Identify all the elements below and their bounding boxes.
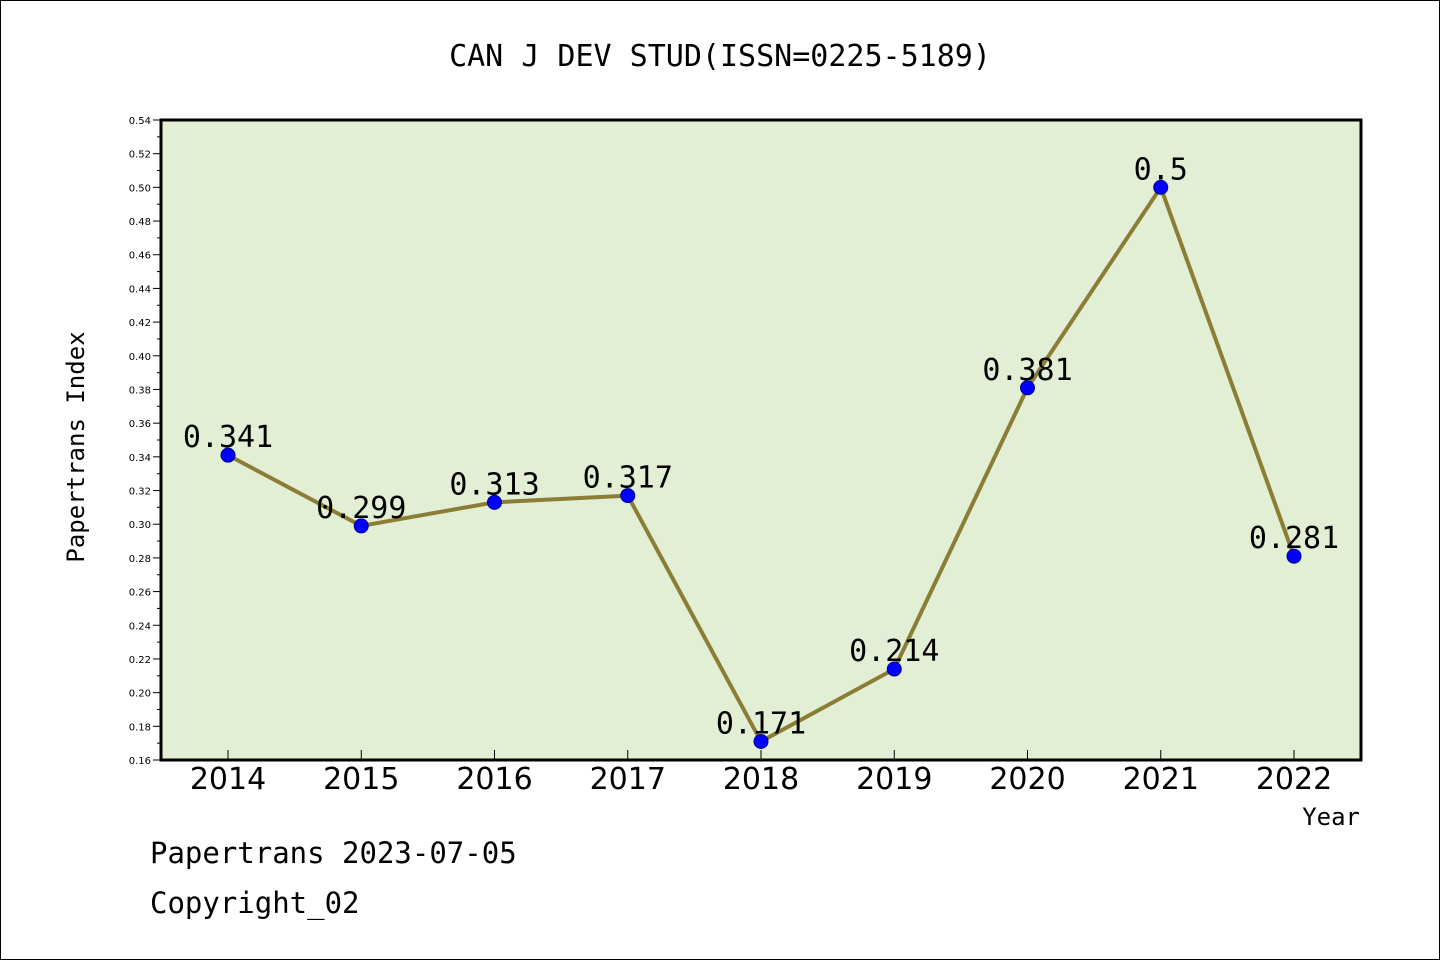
y-tick-label: 0.18 — [129, 722, 151, 733]
plot-area — [159, 118, 1363, 762]
x-tick-label: 2017 — [590, 762, 666, 797]
footer-date: Papertrans 2023-07-05 — [150, 836, 517, 870]
x-tick-label: 2016 — [456, 762, 532, 797]
data-point — [353, 518, 369, 534]
x-tick-label: 2015 — [323, 762, 399, 797]
y-tick-label: 0.26 — [129, 588, 151, 599]
y-tick-label: 0.40 — [129, 352, 151, 363]
y-tick-label: 0.34 — [129, 453, 151, 464]
data-label: 0.5 — [1134, 152, 1188, 187]
data-point — [220, 447, 236, 463]
y-tick-label: 0.48 — [129, 217, 151, 228]
y-tick-label: 0.46 — [129, 251, 151, 262]
y-axis-label: Papertrans Index — [62, 331, 90, 562]
y-tick-label: 0.44 — [129, 284, 151, 295]
y-tick-label: 0.30 — [129, 520, 151, 531]
data-label: 0.313 — [449, 467, 539, 502]
x-tick-label: 2020 — [989, 762, 1065, 797]
footer-copyright: Copyright_02 — [150, 886, 360, 920]
y-tick-label: 0.42 — [129, 318, 151, 329]
data-point — [1286, 548, 1302, 564]
data-point — [1020, 380, 1035, 396]
y-tick-label: 0.22 — [129, 655, 151, 666]
y-tick-label: 0.28 — [129, 554, 151, 565]
y-axis: 0.16 0.18 0.20 0.22 0.24 0.26 0.28 0.30 0.32 0.34… — [129, 116, 161, 767]
x-tick-label: 2022 — [1256, 762, 1332, 797]
y-tick-label: 0.52 — [129, 150, 151, 161]
x-tick-label: 2019 — [856, 762, 932, 797]
data-point — [886, 661, 902, 677]
y-tick-label: 0.16 — [129, 756, 151, 767]
y-tick-label: 0.36 — [129, 419, 151, 430]
y-tick-label: 0.50 — [129, 183, 151, 194]
data-point — [620, 488, 636, 504]
data-point — [487, 494, 502, 510]
data-label: 0.281 — [1249, 521, 1339, 556]
chart-title: CAN J DEV STUD(ISSN=0225-5189) — [449, 39, 991, 74]
data-label: 0.317 — [583, 461, 673, 496]
x-tick-label: 2018 — [723, 762, 799, 797]
x-axis-label: Year — [1302, 803, 1360, 831]
y-tick-label: 0.20 — [129, 689, 151, 700]
data-label: 0.214 — [849, 634, 939, 669]
data-point — [753, 733, 769, 749]
y-tick-label: 0.54 — [129, 116, 151, 127]
y-tick-label: 0.32 — [129, 487, 151, 498]
y-tick-label: 0.24 — [129, 621, 151, 632]
data-label: 0.341 — [183, 420, 273, 455]
series-line-group: 0.341 0.299 0.313 0.317 0.171 0.214 0.381 0.5 0.… — [183, 152, 1339, 749]
y-tick-label: 0.38 — [129, 385, 151, 396]
data-label: 0.381 — [982, 353, 1072, 388]
data-point — [1153, 179, 1169, 195]
x-tick-label: 2014 — [190, 762, 266, 797]
x-tick-label: 2021 — [1123, 762, 1199, 797]
x-axis: 2014 2015 2016 2017 2018 2019 2020 2021 2022 — [190, 750, 1332, 797]
data-label: 0.299 — [316, 491, 406, 526]
data-label: 0.171 — [716, 706, 806, 741]
